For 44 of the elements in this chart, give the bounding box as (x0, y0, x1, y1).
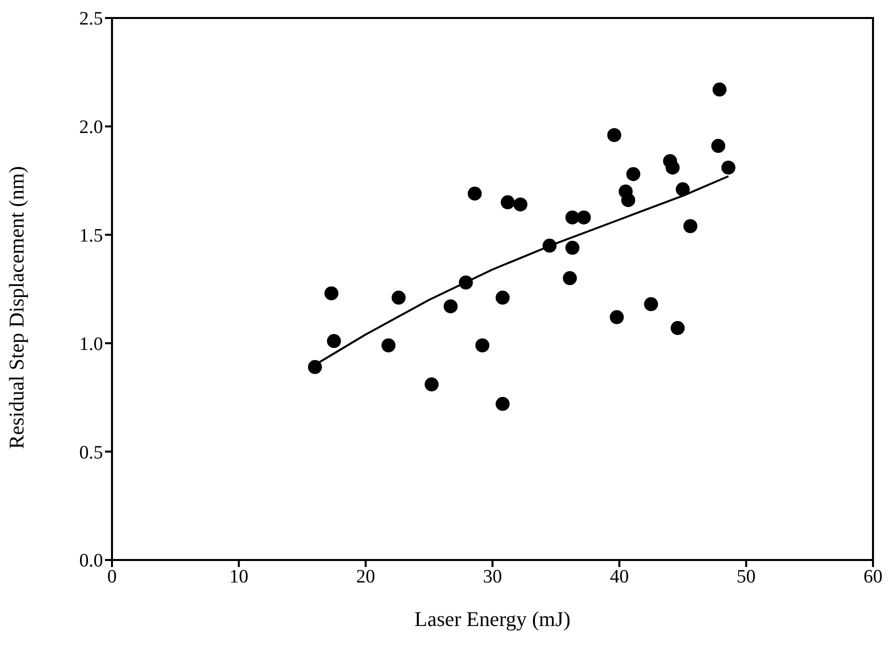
point (468, 186, 482, 201)
point (712, 82, 727, 97)
x-axis-title: Laser Energy (mJ) (414, 607, 570, 631)
point (721, 160, 736, 175)
point (324, 286, 338, 300)
point (424, 377, 439, 392)
x-tick-label: 0 (107, 566, 117, 588)
point (683, 219, 698, 234)
point (576, 210, 591, 224)
point (513, 197, 528, 212)
point (610, 310, 624, 324)
point (392, 290, 406, 305)
y-tick-label: 0.5 (79, 442, 103, 464)
x-tick-label: 60 (864, 566, 882, 588)
point (676, 182, 690, 196)
point (475, 338, 490, 352)
y-tick-label: 1.5 (79, 226, 103, 247)
x-tick-label: 30 (483, 566, 502, 588)
point (626, 167, 640, 182)
x-tick-label: 20 (356, 566, 376, 588)
point (496, 396, 510, 411)
point (500, 195, 515, 210)
point (308, 360, 322, 374)
point (496, 290, 510, 305)
point (666, 160, 680, 175)
x-tick-label: 10 (229, 566, 248, 588)
y-tick-label: 2.0 (79, 117, 103, 138)
point (621, 193, 636, 208)
point (565, 210, 580, 224)
point (644, 297, 658, 312)
y-axis-title: Residual Step Displacement (nm) (4, 166, 28, 449)
point (326, 334, 341, 348)
x-tick-label: 40 (610, 566, 629, 588)
y-tick-label: 1.0 (79, 334, 103, 355)
y-tick-label: 0.0 (79, 550, 103, 572)
point (670, 321, 685, 336)
point (444, 299, 458, 314)
x-tick-label: 50 (736, 566, 756, 588)
point (565, 240, 580, 255)
y-tick-label: 2.5 (79, 8, 103, 30)
point (607, 128, 622, 142)
point (562, 271, 577, 286)
point (381, 338, 396, 352)
point (711, 138, 726, 153)
